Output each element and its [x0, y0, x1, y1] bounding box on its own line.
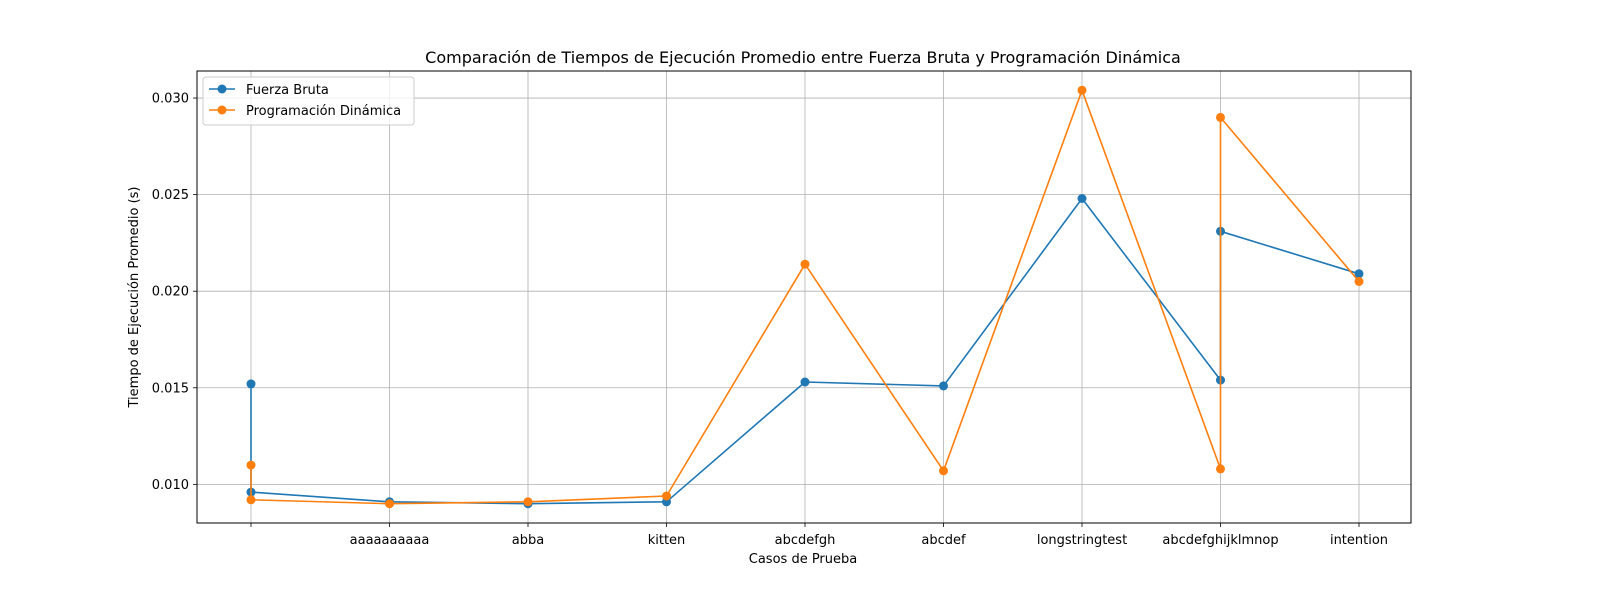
data-point-programacion-dinamica — [939, 466, 948, 476]
x-tick-label: abcdefghijklmnop — [1162, 533, 1278, 548]
x-tick-label: abcdef — [921, 533, 966, 548]
x-axis-label: Casos de Prueba — [749, 552, 857, 567]
y-tick-label: 0.030 — [152, 92, 189, 107]
data-point-programacion-dinamica — [1077, 85, 1087, 95]
legend: Fuerza Bruta Programación Dinámica — [202, 76, 415, 126]
x-tick-label: longstringtest — [1037, 533, 1127, 548]
data-point-fuerza-bruta — [1354, 269, 1364, 279]
data-point-programacion-dinamica — [1354, 277, 1364, 286]
data-point-programacion-dinamica — [662, 491, 671, 501]
legend-box — [202, 76, 415, 126]
x-tick-label: abcdefgh — [775, 533, 836, 548]
y-axis: 0.010 0.015 0.020 0.025 0.030 — [152, 92, 197, 493]
data-point-fuerza-bruta — [1077, 194, 1087, 203]
plot-area-frame — [196, 70, 1412, 524]
data-point-programacion-dinamica — [246, 495, 256, 505]
chart-title: Comparación de Tiempos de Ejecución Prom… — [425, 48, 1181, 67]
data-point-fuerza-bruta — [800, 377, 810, 387]
y-axis-label: Tiempo de Ejecución Promedio (s) — [127, 187, 142, 409]
grid-lines — [197, 71, 1411, 523]
data-point-programacion-dinamica — [246, 460, 256, 470]
y-tick-label: 0.025 — [152, 188, 189, 203]
y-tick-label: 0.020 — [152, 285, 189, 300]
data-point-programacion-dinamica — [1216, 464, 1225, 474]
x-tick-label: aaaaaaaaaa — [350, 533, 430, 548]
data-point-programacion-dinamica — [523, 497, 533, 507]
x-tick-label: kitten — [648, 533, 686, 548]
legend-marker-programacion-dinamica — [217, 105, 227, 115]
data-point-programacion-dinamica — [385, 499, 394, 509]
data-point-programacion-dinamica — [1216, 112, 1225, 122]
legend-label-fuerza-bruta: Fuerza Bruta — [246, 83, 329, 98]
x-axis: aaaaaaaaaa abba kitten abcdefgh abcdef longst… — [250, 523, 1388, 548]
legend-marker-fuerza-bruta — [217, 84, 227, 94]
data-point-fuerza-bruta — [939, 381, 948, 391]
series-layer — [246, 85, 1364, 509]
y-tick-label: 0.015 — [152, 381, 189, 396]
legend-label-programacion-dinamica: Programación Dinámica — [246, 104, 401, 119]
data-point-fuerza-bruta — [246, 379, 256, 389]
x-tick-label: intention — [1330, 533, 1388, 548]
y-tick-label: 0.010 — [152, 478, 189, 493]
data-point-programacion-dinamica — [800, 259, 810, 269]
x-tick-label: abba — [512, 533, 544, 548]
